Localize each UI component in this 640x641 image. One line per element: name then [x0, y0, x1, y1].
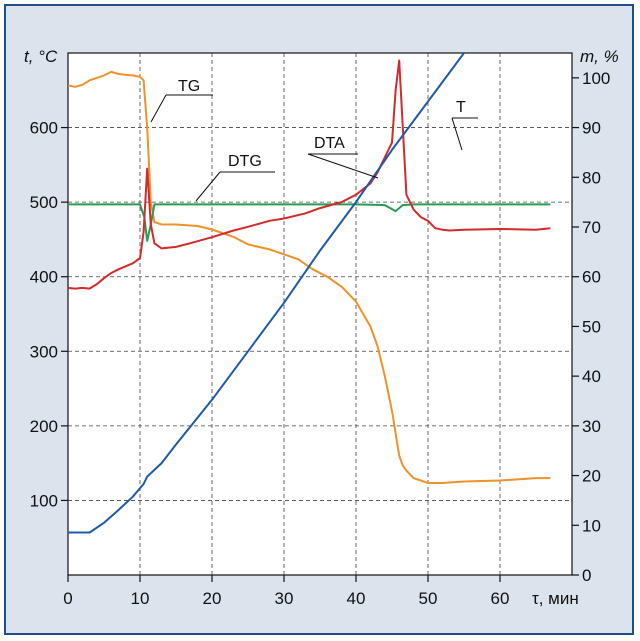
y-left-tick-label: 200: [30, 417, 58, 436]
y-right-tick-label: 20: [582, 467, 601, 486]
y-left-tick-label: 400: [30, 268, 58, 287]
y-right-axis-title: m, %: [580, 47, 619, 66]
series-label-tg: TG: [178, 78, 200, 95]
y-right-tick-label: 10: [582, 516, 601, 535]
x-tick-label: 30: [275, 589, 294, 608]
series-line-t: [68, 53, 466, 534]
y-right-tick-label: 50: [582, 317, 601, 336]
y-right-tick-label: 100: [582, 69, 610, 88]
y-left-tick-label: 600: [30, 119, 58, 138]
series-labels: TG DTG DTA T: [150, 78, 478, 202]
series-label-t: T: [456, 99, 466, 116]
series-line-tg: [68, 70, 551, 484]
y-right-tick-label: 0: [582, 566, 591, 585]
y-left-tick-label: 300: [30, 342, 58, 361]
ticks: 0 10 20 30 40 50 60 100 200 300 400 500 600 0 10 20 30 40…: [30, 69, 611, 608]
series-label-dtg: DTG: [228, 153, 262, 170]
label-leader-tg: [150, 94, 167, 123]
label-leader-dta: [307, 153, 379, 179]
y-right-tick-label: 80: [582, 168, 601, 187]
series-line-dta: [68, 59, 551, 290]
label-leader-t: [451, 117, 463, 151]
x-tick-label: 60: [491, 589, 510, 608]
y-right-tick-label: 40: [582, 367, 601, 386]
series-label-dta: DTA: [314, 135, 345, 152]
x-tick-label: 0: [63, 589, 72, 608]
x-tick-label: 10: [131, 589, 150, 608]
y-left-tick-label: 500: [30, 193, 58, 212]
y-left-axis-title: t, °C: [24, 47, 58, 66]
label-leader-dtg: [195, 171, 221, 202]
series-lines: [68, 53, 551, 534]
x-tick-label: 40: [347, 589, 366, 608]
plot-area: [67, 52, 573, 576]
x-tick-label: 50: [419, 589, 438, 608]
y-right-tick-label: 30: [582, 417, 601, 436]
x-axis-title: τ, мин: [532, 589, 579, 608]
y-right-tick-label: 60: [582, 268, 601, 287]
y-right-tick-label: 70: [582, 218, 601, 237]
x-tick-label: 20: [203, 589, 222, 608]
y-right-tick-label: 90: [582, 119, 601, 138]
y-left-tick-label: 100: [30, 491, 58, 510]
